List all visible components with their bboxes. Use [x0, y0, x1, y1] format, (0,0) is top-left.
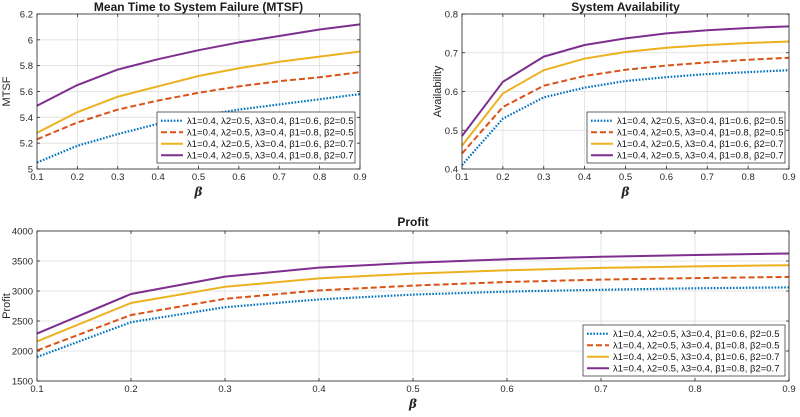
legend-label-2: λ1=0.4, λ2=0.5, λ3=0.4, β1=0.8, β2=0.5: [187, 128, 353, 139]
legend: λ1=0.4, λ2=0.5, λ3=0.4, β1=0.6, β2=0.5λ1…: [586, 111, 786, 164]
y-tick-label: 0.5: [445, 126, 458, 137]
legend-label-3: λ1=0.4, λ2=0.5, λ3=0.4, β1=0.6, β2=0.7: [613, 352, 779, 363]
x-tick-label: 0.6: [500, 384, 513, 395]
y-tick-label: 0.6: [445, 87, 458, 98]
y-tick-label: 6.2: [20, 10, 33, 21]
x-tick-label: 0.9: [782, 384, 795, 395]
x-tick-label: 0.5: [406, 384, 419, 395]
series-line-2: [461, 56, 790, 155]
x-tick-label: 0.6: [232, 172, 245, 183]
legend-label-4: λ1=0.4, λ2=0.5, λ3=0.4, β1=0.8, β2=0.7: [613, 364, 779, 375]
x-tick-label: 0.6: [660, 172, 673, 183]
x-axis-label: β: [408, 397, 417, 411]
x-tick-label: 0.2: [71, 172, 84, 183]
series-line-3: [36, 264, 790, 343]
x-tick-label: 0.3: [537, 172, 550, 183]
series-line-2: [36, 275, 790, 352]
chart-availability: 0.1 0.2 0.3 0.4 0.5 0.6 0.7 0.8 0.9 0.4 0.5 0.6 0.7 0…: [432, 0, 796, 199]
chart-title: Mean Time to System Failure (MTSF): [94, 0, 303, 14]
legend-label-4: λ1=0.4, λ2=0.5, λ3=0.4, β1=0.8, β2=0.7: [617, 151, 783, 162]
x-tick-label: 0.8: [742, 172, 755, 183]
series-line-2: [36, 71, 361, 141]
y-tick-label: 5: [28, 165, 33, 176]
series-line-1: [36, 92, 361, 164]
x-tick-label: 0.7: [273, 172, 286, 183]
legend-label-1: λ1=0.4, λ2=0.5, λ3=0.4, β1=0.6, β2=0.5: [187, 116, 353, 127]
x-tick-label: 0.8: [313, 172, 326, 183]
chart-title: Profit: [397, 215, 428, 229]
y-tick-label: 2000: [12, 347, 33, 358]
x-tick-label: 0.4: [152, 172, 165, 183]
legend-box: [586, 111, 786, 164]
legend-label-3: λ1=0.4, λ2=0.5, λ3=0.4, β1=0.6, β2=0.7: [187, 139, 353, 150]
x-axis-label: β: [621, 185, 630, 199]
y-tick-label: 0.4: [445, 165, 458, 176]
x-tick-label: 0.1: [455, 172, 468, 183]
legend-label-1: λ1=0.4, λ2=0.5, λ3=0.4, β1=0.6, β2=0.5: [613, 329, 779, 340]
y-axis-label: MTSF: [1, 76, 13, 106]
x-tick-label: 0.5: [192, 172, 205, 183]
chart-mtsf: 0.1 0.2 0.3 0.4 0.5 0.6 0.7 0.8 0.9 5 5.2 5.4 5.6 5.8…: [1, 0, 367, 199]
series-line-1: [36, 286, 790, 359]
y-tick-label: 3500: [12, 257, 33, 268]
x-tick-label: 0.4: [578, 172, 591, 183]
chart-title: System Availability: [571, 0, 680, 14]
x-tick-label: 0.9: [782, 172, 795, 183]
x-tick-label: 0.2: [496, 172, 509, 183]
legend-box: [156, 111, 356, 164]
x-tick-label: 0.5: [619, 172, 632, 183]
x-tick-label: 0.1: [30, 172, 43, 183]
legend-box: [582, 324, 786, 377]
y-tick-label: 5.8: [20, 61, 33, 72]
y-tick-label: 1500: [12, 377, 33, 388]
x-tick-label: 0.3: [111, 172, 124, 183]
legend-label-2: λ1=0.4, λ2=0.5, λ3=0.4, β1=0.8, β2=0.5: [613, 341, 779, 352]
x-tick-label: 0.9: [353, 172, 366, 183]
series-line-3: [461, 40, 790, 147]
y-tick-label: 6: [28, 35, 33, 46]
y-tick-label: 4000: [12, 227, 33, 238]
x-tick-label: 0.4: [312, 384, 325, 395]
x-tick-label: 0.7: [594, 384, 607, 395]
legend-label-3: λ1=0.4, λ2=0.5, λ3=0.4, β1=0.6, β2=0.7: [617, 139, 783, 150]
y-tick-label: 5.4: [20, 113, 33, 124]
legend-label-4: λ1=0.4, λ2=0.5, λ3=0.4, β1=0.8, β2=0.7: [187, 151, 353, 162]
x-tick-label: 0.1: [30, 384, 43, 395]
y-tick-label: 2500: [12, 317, 33, 328]
chart-profit: 0.1 0.2 0.3 0.4 0.5 0.6 0.7 0.8 0.9 1500 2000 2500 3…: [1, 215, 796, 411]
y-tick-label: 0.8: [445, 10, 458, 21]
x-tick-label: 0.7: [701, 172, 714, 183]
series-line-4: [36, 252, 790, 335]
legend: λ1=0.4, λ2=0.5, λ3=0.4, β1=0.6, β2=0.5λ1…: [582, 324, 786, 377]
legend-label-1: λ1=0.4, λ2=0.5, λ3=0.4, β1=0.6, β2=0.5: [617, 116, 783, 127]
x-axis-label: β: [194, 185, 203, 199]
series-line-3: [36, 50, 361, 134]
series-line-1: [461, 69, 790, 166]
y-tick-label: 5.6: [20, 87, 33, 98]
series-line-4: [461, 25, 790, 137]
x-tick-label: 0.8: [688, 384, 701, 395]
legend: λ1=0.4, λ2=0.5, λ3=0.4, β1=0.6, β2=0.5λ1…: [156, 111, 356, 164]
x-tick-label: 0.3: [218, 384, 231, 395]
series-line-4: [36, 23, 361, 107]
legend-label-2: λ1=0.4, λ2=0.5, λ3=0.4, β1=0.8, β2=0.5: [617, 128, 783, 139]
y-axis-label: Availability: [432, 65, 444, 117]
y-tick-label: 0.7: [445, 48, 458, 59]
y-tick-label: 5.2: [20, 139, 33, 150]
y-axis-label: Profit: [1, 293, 13, 319]
y-tick-label: 3000: [12, 287, 33, 298]
x-tick-label: 0.2: [124, 384, 137, 395]
